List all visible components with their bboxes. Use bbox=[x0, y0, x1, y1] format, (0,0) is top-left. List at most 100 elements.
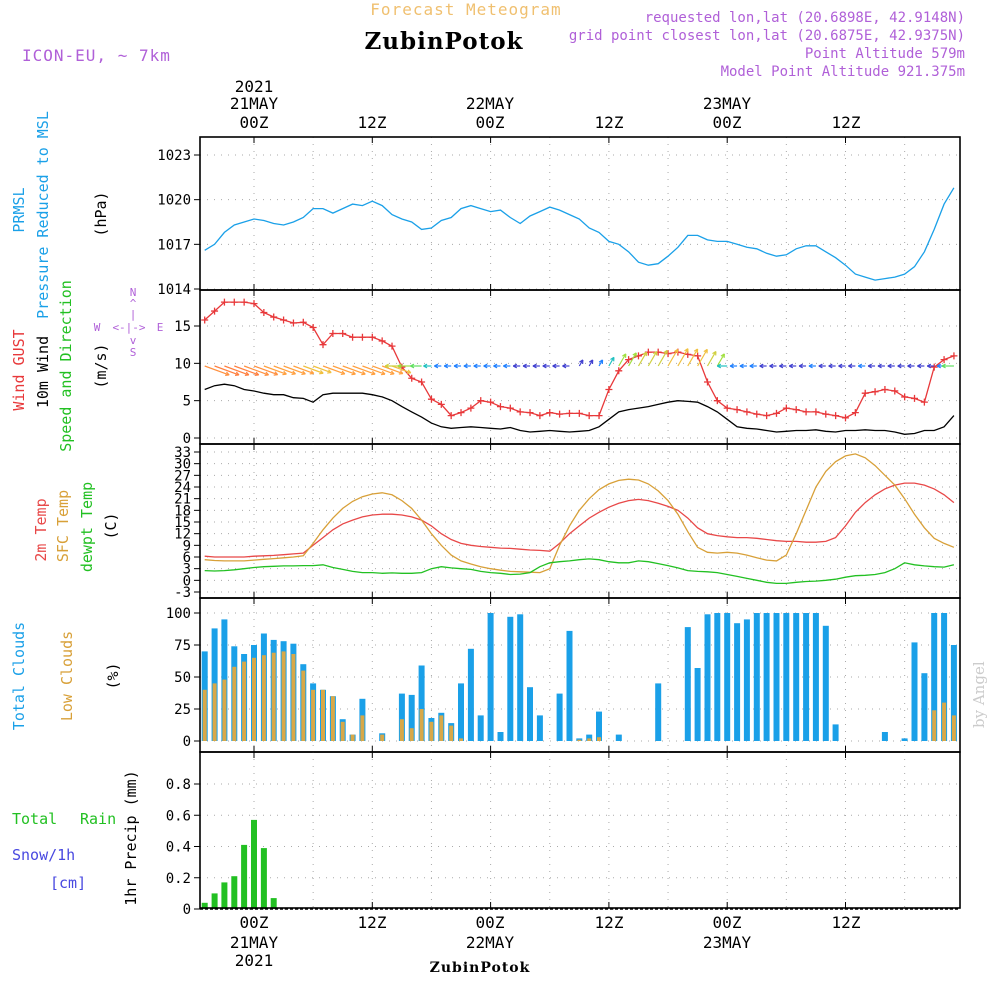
wind-direction-arrow bbox=[372, 365, 395, 375]
pressure-labels: PRMSL Pressure Reduced to MSL (hPa) bbox=[10, 111, 110, 319]
wind-direction-arrow bbox=[667, 349, 679, 367]
wind-arrow-head bbox=[443, 363, 449, 369]
top-axis-time-5: 00Z bbox=[713, 113, 742, 132]
cloud-label-low: Low Clouds bbox=[58, 631, 76, 721]
clouds-bar-total-clouds bbox=[596, 711, 602, 741]
precip-ytick-label: 0.4 bbox=[166, 840, 191, 856]
gust-point-marker bbox=[822, 410, 830, 418]
clouds-bar-total-clouds bbox=[517, 614, 524, 741]
wind-arrow-head bbox=[579, 359, 584, 364]
clouds-bar-low-clouds bbox=[380, 734, 385, 741]
wind-arrow-head bbox=[818, 363, 823, 369]
panel-wind: 0 5 10 15 bbox=[174, 289, 961, 447]
clouds-bar-total-clouds bbox=[753, 613, 760, 741]
clouds-bar-total-clouds bbox=[803, 613, 810, 741]
gust-point-marker bbox=[812, 408, 820, 416]
gust-point-marker bbox=[911, 394, 919, 402]
model-label: ICON-EU, ~ 7km bbox=[22, 46, 171, 65]
point-altitude: Point Altitude 579m bbox=[805, 46, 965, 62]
wind-direction-arrow bbox=[303, 365, 324, 374]
model-altitude: Model Point Altitude 921.375m bbox=[721, 64, 965, 80]
wind-arrow-head bbox=[838, 363, 843, 369]
gust-point-marker bbox=[408, 374, 416, 382]
compass-north: N bbox=[130, 286, 137, 299]
clouds-bar-low-clouds bbox=[330, 696, 335, 741]
gust-point-marker bbox=[516, 408, 524, 416]
gust-point-marker bbox=[713, 397, 721, 405]
wind-arrow-head bbox=[887, 363, 892, 369]
clouds-bar-total-clouds bbox=[536, 715, 543, 741]
wind-arrow-head bbox=[749, 363, 754, 369]
wind-direction-arrow bbox=[716, 353, 725, 367]
clouds-bar-low-clouds bbox=[597, 737, 601, 741]
gust-point-marker bbox=[802, 408, 810, 416]
wind-arrow-head bbox=[371, 370, 376, 376]
precip-label-cm: [cm] bbox=[50, 874, 86, 892]
gust-point-marker bbox=[871, 388, 879, 396]
chart-title: ZubinPotok bbox=[365, 28, 524, 55]
gust-point-marker bbox=[289, 319, 297, 327]
gust-point-marker bbox=[595, 412, 603, 420]
pressure-ytick-label: 1017 bbox=[157, 237, 191, 253]
precip-label-unit: 1hr Precip (mm) bbox=[122, 770, 140, 905]
top-axis-date-3: 23MAY bbox=[703, 94, 752, 113]
clouds-bar-total-clouds bbox=[418, 665, 425, 741]
clouds-bar-low-clouds bbox=[399, 719, 404, 741]
gust-point-marker bbox=[585, 412, 593, 420]
clouds-bar-total-clouds bbox=[921, 673, 928, 741]
clouds-bar-total-clouds bbox=[398, 693, 405, 741]
credit-watermark: by Angel bbox=[970, 661, 988, 728]
requested-coords: requested lon,lat (20.6898E, 42.9148N) bbox=[645, 10, 965, 26]
wind-arrow-head bbox=[340, 370, 346, 376]
clouds-bar-total-clouds bbox=[655, 683, 662, 741]
clouds-bar-low-clouds bbox=[252, 657, 256, 741]
temperature-ytick-label: 27 bbox=[174, 468, 191, 484]
wind-arrow-head bbox=[398, 370, 404, 375]
precip-bar-rain bbox=[260, 848, 267, 909]
wind-arrow-head bbox=[483, 363, 488, 369]
wind-arrow-head bbox=[703, 348, 708, 354]
bottom-axis-date-3: 23MAY bbox=[703, 933, 752, 952]
wind-arrow-head bbox=[857, 363, 863, 369]
gust-point-marker bbox=[703, 378, 711, 386]
gust-point-marker bbox=[881, 385, 889, 393]
clouds-bar-total-clouds bbox=[941, 613, 948, 741]
wind-direction-arrow bbox=[293, 365, 314, 374]
wind-arrow-head bbox=[380, 370, 386, 376]
wind-arrow-head bbox=[503, 363, 508, 369]
wind-arrow-head bbox=[493, 363, 498, 369]
clouds-bar-total-clouds bbox=[527, 687, 533, 741]
gust-point-marker bbox=[615, 367, 623, 375]
wind-arrow-head bbox=[926, 363, 932, 369]
compass-down-arrow: v bbox=[130, 334, 137, 347]
wind-direction-arrow bbox=[243, 365, 269, 376]
temperature-ytick-label: 30 bbox=[174, 457, 191, 473]
wind-direction-arrow bbox=[322, 365, 346, 375]
clouds-bar-total-clouds bbox=[586, 734, 593, 741]
precip-frame bbox=[199, 751, 961, 909]
clouds-bar-low-clouds bbox=[321, 689, 325, 741]
wind-direction-arrow bbox=[273, 365, 296, 375]
wind-arrow-head bbox=[384, 363, 389, 369]
wind-arrow-head bbox=[877, 363, 882, 369]
gust-point-marker bbox=[782, 404, 790, 412]
gust-point-marker bbox=[723, 404, 731, 412]
wind-direction-arrow bbox=[677, 348, 689, 367]
gust-point-marker bbox=[930, 363, 938, 371]
temp-label-sfc: SFC Temp bbox=[54, 490, 72, 562]
clouds-bar-low-clouds bbox=[409, 728, 414, 741]
wind-arrow-head bbox=[769, 363, 774, 369]
bottom-axis-time-3: 00Z bbox=[476, 913, 505, 932]
wind-arrow-head bbox=[828, 363, 833, 369]
gust-point-marker bbox=[230, 298, 238, 306]
wind-arrow-head bbox=[622, 353, 627, 358]
clouds-bar-low-clouds bbox=[271, 652, 276, 741]
gust-point-marker bbox=[575, 409, 583, 417]
closest-coords: grid point closest lon,lat (20.6875E, 42… bbox=[569, 28, 965, 44]
wind-arrow-head bbox=[712, 350, 717, 356]
pressure-frame bbox=[199, 136, 961, 291]
temperature-series-sfc-temp bbox=[204, 453, 955, 574]
wind-arrow-head bbox=[897, 363, 902, 369]
bottom-axis-date-1: 21MAY bbox=[230, 933, 279, 952]
